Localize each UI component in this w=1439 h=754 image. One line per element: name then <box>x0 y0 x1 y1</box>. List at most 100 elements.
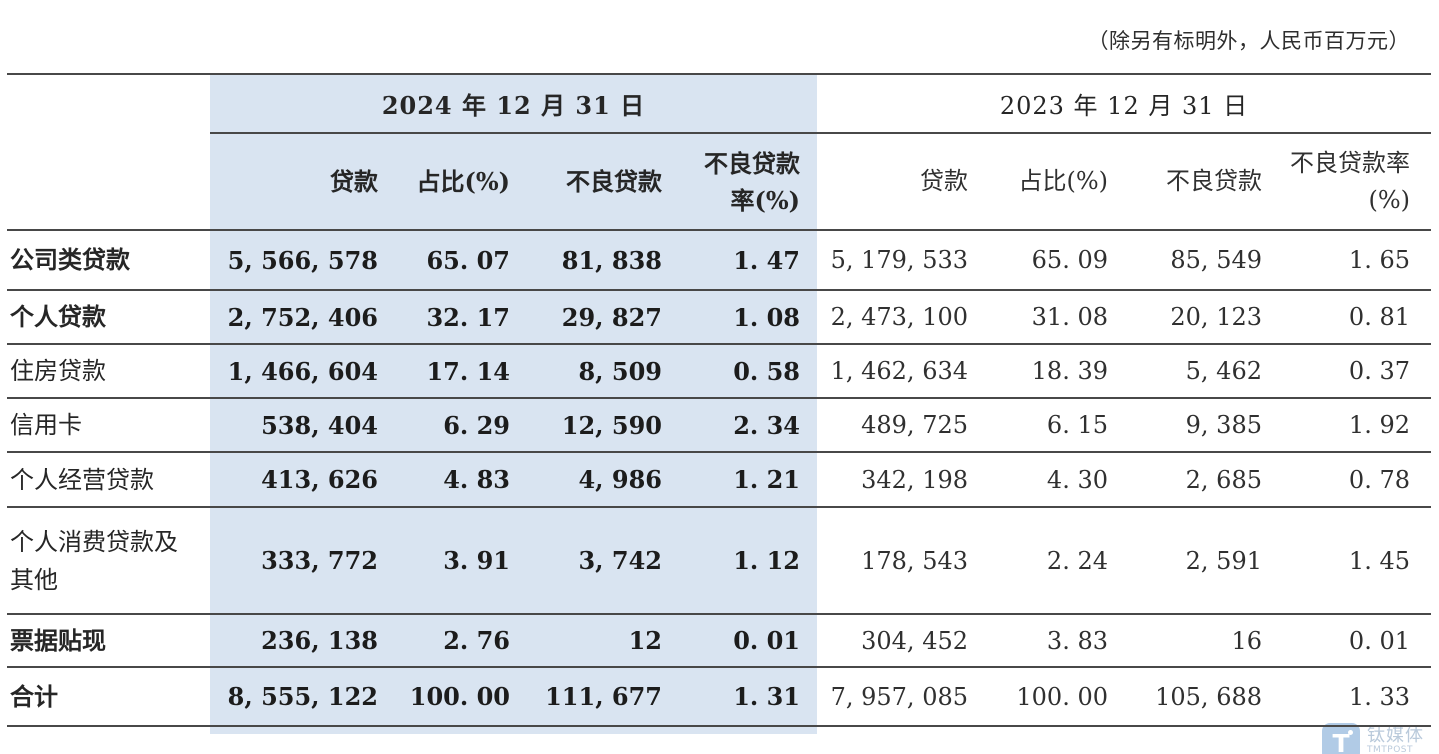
cell-2023-npl: 105, 688 <box>1115 667 1270 727</box>
cell-2024-loans: 333, 772 <box>210 507 382 615</box>
col-header-2023-loans: 贷款 <box>817 133 975 231</box>
table-row-total: 合计 8, 555, 122 100. 00 111, 677 1. 31 7,… <box>7 667 1431 727</box>
table-row-personal-consumption-loans: 个人消费贷款及 其他 333, 772 3. 91 3, 742 1. 12 1… <box>7 507 1431 615</box>
table-row-discounted-bills: 票据贴现 236, 138 2. 76 12 0. 01 304, 452 3.… <box>7 614 1431 668</box>
cell-2024-share: 4. 83 <box>382 452 512 508</box>
table-bottom-strip <box>7 727 1431 734</box>
group-header-2023: 2023 年 12 月 31 日 <box>817 74 1431 134</box>
col-header-2024-loans: 贷款 <box>210 133 382 231</box>
corner-cell <box>7 74 210 231</box>
tmtpost-name-cn: 钛媒体 <box>1367 725 1424 746</box>
column-header-row: 贷款 占比(%) 不良贷款 不良贷款 率(%) 贷款 占比(%) 不良贷款 不良… <box>7 133 1431 231</box>
cell-2023-loans: 178, 543 <box>817 507 975 615</box>
cell-2023-loans: 304, 452 <box>817 614 975 668</box>
col-header-2024-share: 占比(%) <box>382 133 512 231</box>
cell-2023-share: 4. 30 <box>975 452 1115 508</box>
cell-2023-share: 2. 24 <box>975 507 1115 615</box>
cell-2024-npl-ratio: 1. 47 <box>664 230 817 291</box>
tmtpost-watermark-text: 钛媒体 TMTPOST <box>1367 723 1424 754</box>
table-row-corporate-loans: 公司类贷款 5, 566, 578 65. 07 81, 838 1. 47 5… <box>7 230 1431 291</box>
cell-2024-share: 100. 00 <box>382 667 512 727</box>
cell-2024-loans: 413, 626 <box>210 452 382 508</box>
cell-2024-loans: 1, 466, 604 <box>210 344 382 399</box>
cell-2024-npl-ratio: 1. 08 <box>664 290 817 345</box>
cell-2023-npl: 20, 123 <box>1115 290 1270 345</box>
col-header-2023-npl-ratio: 不良贷款率 (%) <box>1270 133 1431 231</box>
cell-2023-share: 18. 39 <box>975 344 1115 399</box>
cell-2024-npl-ratio: 0. 01 <box>664 614 817 668</box>
tmtpost-watermark: T 钛媒体 TMTPOST <box>1322 723 1424 754</box>
col-header-2023-npl: 不良贷款 <box>1115 133 1270 231</box>
tmtpost-name-en: TMTPOST <box>1367 745 1413 754</box>
cell-2023-npl: 16 <box>1115 614 1270 668</box>
cell-2023-npl-ratio: 0. 81 <box>1270 290 1431 345</box>
row-label: 票据贴现 <box>7 614 210 668</box>
cell-2024-npl-ratio: 0. 58 <box>664 344 817 399</box>
highlight-band-bottom <box>210 727 817 734</box>
cell-2023-loans: 342, 198 <box>817 452 975 508</box>
cell-2023-npl-ratio: 1. 33 <box>1270 667 1431 727</box>
row-label: 个人经营贷款 <box>7 452 210 508</box>
cell-2023-npl: 9, 385 <box>1115 398 1270 453</box>
units-note: （除另有标明外，人民币百万元） <box>1087 29 1410 53</box>
table-row-housing-loans: 住房贷款 1, 466, 604 17. 14 8, 509 0. 58 1, … <box>7 344 1431 399</box>
row-label: 住房贷款 <box>7 344 210 399</box>
cell-2024-loans: 2, 752, 406 <box>210 290 382 345</box>
cell-2024-loans: 236, 138 <box>210 614 382 668</box>
cell-2023-loans: 5, 179, 533 <box>817 230 975 291</box>
row-label: 合计 <box>7 667 210 727</box>
cell-2023-share: 6. 15 <box>975 398 1115 453</box>
cell-2024-npl: 111, 677 <box>512 667 664 727</box>
cell-2024-npl: 4, 986 <box>512 452 664 508</box>
cell-2024-npl-ratio: 2. 34 <box>664 398 817 453</box>
cell-2023-loans: 7, 957, 085 <box>817 667 975 727</box>
cell-2024-share: 32. 17 <box>382 290 512 345</box>
tmtpost-logo-icon: T <box>1322 723 1360 754</box>
cell-2024-npl-ratio: 1. 31 <box>664 667 817 727</box>
group-header-row: 2024 年 12 月 31 日 2023 年 12 月 31 日 <box>7 74 1431 231</box>
cell-2023-share: 65. 09 <box>975 230 1115 291</box>
cell-2023-npl: 85, 549 <box>1115 230 1270 291</box>
table-row-personal-loans: 个人贷款 2, 752, 406 32. 17 29, 827 1. 08 2,… <box>7 290 1431 345</box>
cell-2024-npl: 12, 590 <box>512 398 664 453</box>
cell-2024-share: 3. 91 <box>382 507 512 615</box>
cell-2023-npl-ratio: 1. 65 <box>1270 230 1431 291</box>
cell-2023-share: 3. 83 <box>975 614 1115 668</box>
cell-2024-share: 6. 29 <box>382 398 512 453</box>
loan-breakdown-table: 2024 年 12 月 31 日 2023 年 12 月 31 日 贷款 占比(… <box>7 73 1431 727</box>
cell-2024-loans: 538, 404 <box>210 398 382 453</box>
row-label: 信用卡 <box>7 398 210 453</box>
cell-2024-npl: 81, 838 <box>512 230 664 291</box>
table-row-personal-business-loans: 个人经营贷款 413, 626 4. 83 4, 986 1. 21 342, … <box>7 452 1431 508</box>
cell-2024-npl: 12 <box>512 614 664 668</box>
cell-2023-loans: 1, 462, 634 <box>817 344 975 399</box>
cell-2023-npl-ratio: 0. 78 <box>1270 452 1431 508</box>
cell-2024-npl: 3, 742 <box>512 507 664 615</box>
tmtpost-logo-dot-icon <box>1348 730 1353 735</box>
row-label: 个人消费贷款及 其他 <box>7 507 210 615</box>
cell-2023-npl: 2, 591 <box>1115 507 1270 615</box>
cell-2024-loans: 8, 555, 122 <box>210 667 382 727</box>
cell-2023-npl-ratio: 0. 37 <box>1270 344 1431 399</box>
cell-2023-loans: 489, 725 <box>817 398 975 453</box>
col-header-2023-share: 占比(%) <box>975 133 1115 231</box>
cell-2024-npl: 8, 509 <box>512 344 664 399</box>
cell-2024-npl: 29, 827 <box>512 290 664 345</box>
cell-2023-share: 31. 08 <box>975 290 1115 345</box>
cell-2024-share: 17. 14 <box>382 344 512 399</box>
cell-2024-npl-ratio: 1. 12 <box>664 507 817 615</box>
cell-2024-share: 2. 76 <box>382 614 512 668</box>
row-label: 个人贷款 <box>7 290 210 345</box>
col-header-2024-npl: 不良贷款 <box>512 133 664 231</box>
tmtpost-logo-letter: T <box>1332 728 1350 754</box>
cell-2024-loans: 5, 566, 578 <box>210 230 382 291</box>
cell-2023-npl-ratio: 0. 01 <box>1270 614 1431 668</box>
row-label: 公司类贷款 <box>7 230 210 291</box>
cell-2023-npl: 5, 462 <box>1115 344 1270 399</box>
group-header-2024: 2024 年 12 月 31 日 <box>210 74 817 134</box>
cell-2023-npl: 2, 685 <box>1115 452 1270 508</box>
cell-2023-npl-ratio: 1. 45 <box>1270 507 1431 615</box>
cell-2023-loans: 2, 473, 100 <box>817 290 975 345</box>
col-header-2024-npl-ratio: 不良贷款 率(%) <box>664 133 817 231</box>
cell-2024-npl-ratio: 1. 21 <box>664 452 817 508</box>
